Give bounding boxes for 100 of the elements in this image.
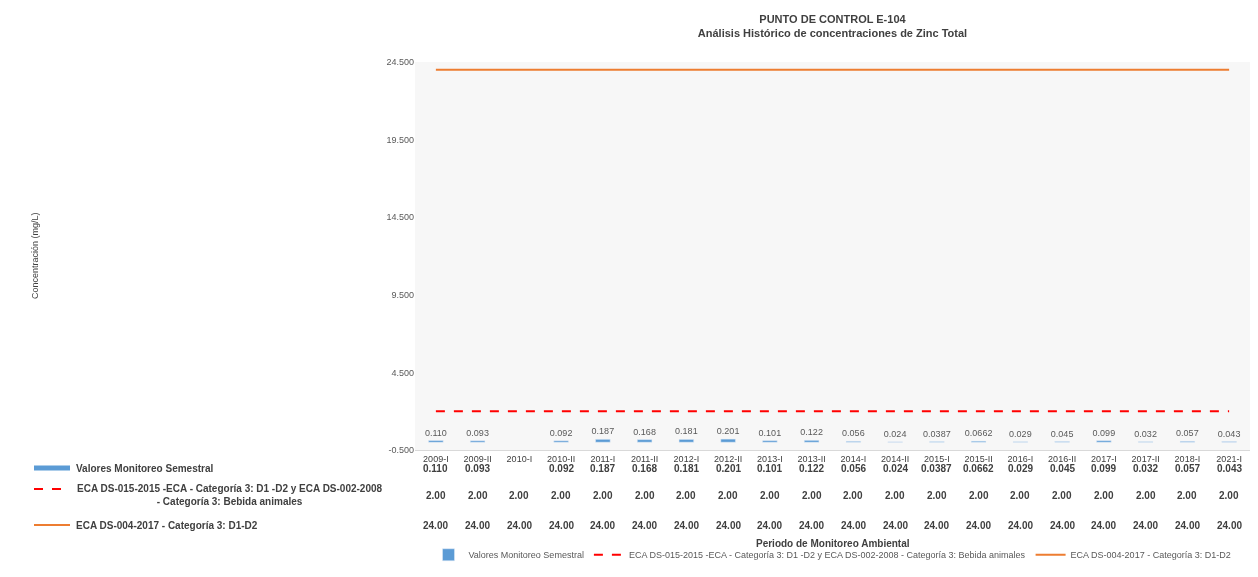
x-tick-label: 2014-I bbox=[840, 453, 867, 464]
text: 0.024 bbox=[883, 428, 907, 439]
data-label: 2.00 bbox=[1094, 490, 1114, 501]
x-tick-label: 2009-I bbox=[423, 453, 449, 464]
text: 0.056 bbox=[842, 428, 865, 439]
x-tick-label: 2015-I bbox=[924, 453, 950, 464]
data-label: 2.00 bbox=[635, 490, 655, 501]
x-tick-label: 2016-I bbox=[1007, 453, 1034, 464]
data-label: 2.00 bbox=[802, 490, 822, 501]
x-tick-label: 2013-II bbox=[797, 453, 826, 464]
data-label: 0.0662 bbox=[963, 463, 995, 474]
legend-label: ECA DS-015-2015 -ECA - Categoría 3: D1 -D2 y ECA DS-002-2008 - Categoría 3: Bebida animales bbox=[77, 483, 383, 507]
data-label: 24.00 bbox=[590, 520, 616, 531]
data-label: 24.00 bbox=[549, 520, 575, 531]
data-label: 2.00 bbox=[1177, 490, 1197, 501]
x-tick-label: 2010-I bbox=[506, 453, 533, 464]
data-label: 24.00 bbox=[632, 520, 658, 531]
data-label: 24.00 bbox=[924, 520, 950, 531]
data-label: 2.00 bbox=[551, 490, 571, 501]
data-label: 0.181 bbox=[674, 463, 700, 474]
x-tick-label: 2009-II bbox=[463, 453, 492, 464]
data-label: 0.101 bbox=[757, 463, 783, 474]
data-label: 24.00 bbox=[716, 520, 742, 531]
data-label: 24.00 bbox=[883, 520, 909, 531]
data-label: 24.00 bbox=[465, 520, 491, 531]
data-label: 24.00 bbox=[841, 520, 867, 531]
x-tick-label: 2010-II bbox=[547, 453, 576, 464]
data-label: 24.00 bbox=[1217, 520, 1243, 531]
data-label: 0.110 bbox=[423, 463, 448, 474]
text: 0.0662 bbox=[964, 428, 993, 439]
data-label: 24.00 bbox=[507, 520, 533, 531]
data-label: 2.00 bbox=[426, 490, 446, 501]
y-tick-label: 24.500 bbox=[386, 57, 414, 68]
text: Valores Monitoreo Semestral bbox=[76, 463, 214, 474]
data-label: 24.00 bbox=[1133, 520, 1159, 531]
x-tick-label: 2012-II bbox=[714, 453, 743, 464]
data-label: 0.187 bbox=[590, 463, 616, 474]
y-tick-label: 4.500 bbox=[391, 367, 414, 378]
text: 0.101 bbox=[758, 427, 782, 438]
x-tick-label: 2016-II bbox=[1048, 453, 1077, 464]
text: 0.181 bbox=[675, 426, 698, 437]
text: 0.029 bbox=[1009, 428, 1032, 439]
x-tick-label: 2012-I bbox=[673, 453, 700, 464]
data-label: 2.00 bbox=[1010, 490, 1030, 501]
x-tick-label: 2014-II bbox=[881, 453, 910, 464]
data-label: 0.032 bbox=[1133, 463, 1159, 474]
text: ECA DS-015-2015 -ECA - Categoría 3: D1 -D2 y ECA DS-002-2008 - Categoría 3: Bebida animales bbox=[628, 550, 1026, 561]
data-label: 2.00 bbox=[927, 490, 947, 501]
text: Concentración (mg/L) bbox=[30, 212, 40, 299]
data-label: 2.00 bbox=[676, 490, 696, 501]
data-label: 2.00 bbox=[1052, 490, 1072, 501]
data-label: 2.00 bbox=[718, 490, 738, 501]
data-label: 0.045 bbox=[1050, 463, 1076, 474]
data-label: 0.024 bbox=[883, 463, 909, 474]
data-label: 2.00 bbox=[760, 490, 780, 501]
y-tick-label: 14.500 bbox=[386, 212, 414, 223]
data-label: 0.122 bbox=[799, 463, 825, 474]
legend-label: Valores Monitoreo Semestral bbox=[468, 550, 584, 561]
x-tick-label: 2017-II bbox=[1131, 453, 1160, 464]
text: 0.122 bbox=[800, 427, 823, 438]
data-label: 0.168 bbox=[632, 463, 658, 474]
data-label: 2.00 bbox=[593, 490, 613, 501]
x-tick-label: 2011-I bbox=[590, 453, 616, 464]
chart-subtitle: Análisis Histórico de concentraciones de Zinc Total bbox=[697, 27, 968, 40]
text: 0.187 bbox=[591, 426, 615, 437]
data-label: 0.056 bbox=[841, 463, 867, 474]
text: 0.168 bbox=[633, 426, 656, 437]
y-tick-label: 9.500 bbox=[391, 289, 414, 300]
data-label: 2.00 bbox=[468, 490, 488, 501]
text: 0.093 bbox=[466, 427, 489, 438]
data-label: 2.00 bbox=[1136, 490, 1156, 501]
data-label: 24.00 bbox=[757, 520, 783, 531]
text: Periodo de Monitoreo Ambiental bbox=[756, 538, 910, 549]
data-label: 2.00 bbox=[843, 490, 863, 501]
text: 0.110 bbox=[424, 427, 447, 438]
text: 0.092 bbox=[549, 427, 573, 438]
text: 0.099 bbox=[1092, 427, 1116, 438]
data-label: 0.057 bbox=[1175, 463, 1201, 474]
text: 0.057 bbox=[1176, 428, 1199, 439]
x-tick-label: 2021-I bbox=[1216, 453, 1242, 464]
x-tick-label: 2011-II bbox=[630, 453, 659, 464]
data-label: 2.00 bbox=[885, 490, 905, 501]
text: 0.043 bbox=[1217, 428, 1241, 439]
legend-label: ECA DS-004-2017 - Categoría 3: D1-D2 bbox=[1070, 550, 1231, 561]
data-label: 0.093 bbox=[465, 463, 491, 474]
text: ECA DS-004-2017 - Categoría 3: D1-D2 bbox=[76, 520, 258, 531]
data-label: 24.00 bbox=[1050, 520, 1076, 531]
text: 0.045 bbox=[1050, 428, 1074, 439]
data-label: 24.00 bbox=[966, 520, 992, 531]
data-label: 24.00 bbox=[423, 520, 449, 531]
data-label: 0.029 bbox=[1008, 463, 1034, 474]
text: 0.032 bbox=[1134, 428, 1157, 439]
x-tick-label: 2015-II bbox=[964, 453, 993, 464]
data-label: 2.00 bbox=[1219, 490, 1239, 501]
y-tick-label: 19.500 bbox=[386, 134, 414, 145]
data-label: 0.092 bbox=[549, 463, 575, 474]
text: 0.201 bbox=[716, 426, 740, 437]
x-tick-label: 2017-I bbox=[1091, 453, 1117, 464]
data-label: 24.00 bbox=[799, 520, 825, 531]
data-label: 0.201 bbox=[716, 463, 742, 474]
